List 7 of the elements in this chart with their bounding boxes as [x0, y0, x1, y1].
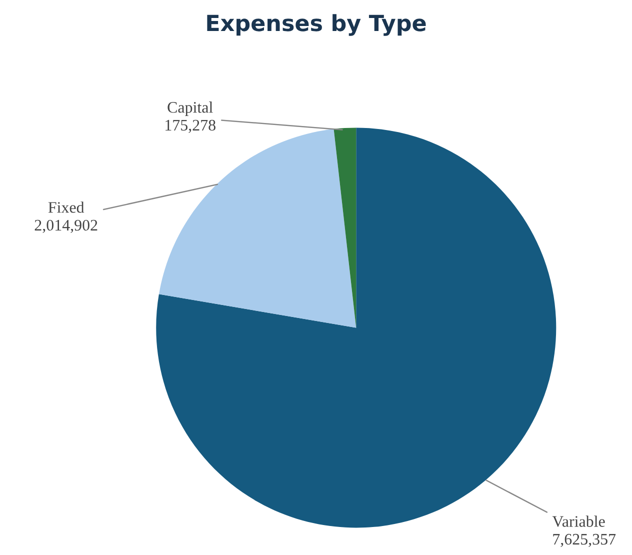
- slice-label: Capital: [168, 102, 213, 116]
- data-label: 2,014,902: [34, 220, 98, 233]
- slice-label: Variable: [552, 516, 605, 527]
- data-label: 7,625,357: [553, 534, 616, 547]
- slice-label: Fixed: [48, 202, 84, 213]
- chart-title: Expenses by Type: [207, 14, 426, 36]
- data-label: 175,278: [166, 120, 216, 133]
